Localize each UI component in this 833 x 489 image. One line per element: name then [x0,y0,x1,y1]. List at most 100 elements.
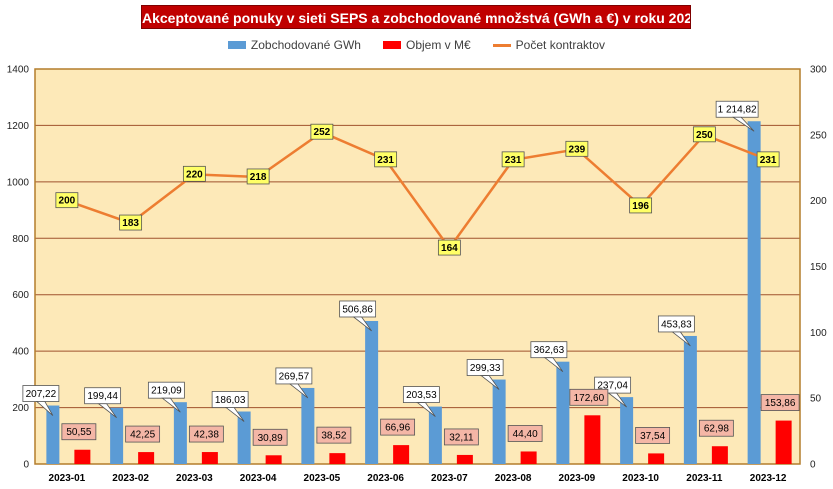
x-tick-label: 2023-10 [622,473,659,484]
y-right-tick-label: 250 [810,130,827,141]
bar-gwh [428,406,442,464]
data-label-objem: 172,60 [569,388,609,406]
data-label-kontrakty: 231 [756,151,780,168]
data-label-objem: 42,38 [188,425,224,443]
data-label-kontrakty: 250 [692,126,716,143]
data-label-objem-text: 37,54 [640,431,665,442]
data-label-gwh: 207,22 [22,385,60,416]
data-label-gwh: 1 214,82 [715,100,759,132]
data-label-kontrakty-box [182,165,206,182]
data-label-objem-box [188,425,224,443]
data-label-objem-box [569,388,609,406]
data-label-kontrakty: 196 [629,197,653,214]
data-label-kontrakty-box [756,151,780,168]
bar-gwh [301,387,315,464]
x-tick-label: 2023-11 [686,473,723,484]
data-label-objem-text: 38,52 [321,431,346,442]
data-label-objem-text: 153,86 [765,398,796,409]
data-label-kontrakty-box [692,126,716,143]
data-label-gwh: 362,63 [530,341,568,373]
data-label-objem-box [507,425,543,442]
data-label-objem-box [316,426,352,444]
bar-gwh [620,397,634,464]
data-label-kontrakty-box [310,123,334,140]
y-right-tick-label: 0 [810,460,816,471]
x-tick-label: 2023-08 [495,473,532,484]
data-label-gwh-pointer [607,392,627,408]
data-label-objem: 153,86 [760,394,800,411]
data-label-gwh-pointer [288,383,309,399]
data-label-objem: 50,55 [61,423,97,441]
data-label-gwh-pointer [731,116,755,132]
data-label-gwh-text: 203,53 [406,390,437,401]
data-label-gwh-text: 207,22 [26,389,57,400]
data-label-kontrakty: 220 [182,165,206,182]
bar-gwh [46,405,60,464]
data-label-gwh: 219,09 [147,381,185,413]
x-tick-label: 2023-05 [304,473,341,484]
bar-objem [520,451,537,464]
data-label-objem-text: 30,89 [258,433,283,444]
bar-gwh [173,402,187,464]
x-tick-label: 2023-12 [750,473,787,484]
data-label-objem-box [125,425,161,443]
data-label-kontrakty: 200 [55,192,79,209]
data-label-kontrakty-box [565,140,589,157]
bar-gwh [237,411,251,464]
data-label-objem-text: 66,96 [385,423,410,434]
data-label-objem: 42,25 [125,425,161,443]
data-label-kontrakty-text: 183 [122,218,139,229]
y-left-tick-label: 600 [12,290,29,301]
data-label-objem-box [252,428,288,446]
data-label-objem: 66,96 [380,418,416,436]
data-label-objem: 32,11 [443,428,479,446]
data-label-objem: 37,54 [635,427,671,444]
data-label-objem-box [380,418,416,436]
data-label-gwh-pointer [352,316,372,332]
data-label-kontrakty-text: 231 [505,155,522,166]
legend-item-gwh: Zobchodované GWh [227,38,361,52]
data-label-gwh-text: 362,63 [534,345,565,356]
plot-border [34,68,801,465]
data-label-kontrakty-box [374,151,398,168]
y-right-tick-label: 150 [810,262,827,273]
line-kontrakty [66,130,769,251]
data-label-gwh-text: 219,09 [151,386,182,397]
data-label-objem: 30,89 [252,428,288,446]
y-left-tick-label: 400 [12,347,29,358]
data-label-kontrakty-text: 196 [632,201,649,212]
y-left-tick-label: 200 [12,403,29,414]
data-label-gwh-text: 453,83 [661,319,692,330]
bar-objem [201,452,218,464]
data-label-objem: 38,52 [316,426,352,444]
data-label-kontrakty: 252 [310,123,334,140]
data-label-gwh-pointer [479,375,500,390]
data-label-gwh-pointer [97,403,117,419]
bar-objem [329,453,346,464]
y-right-tick-label: 200 [810,196,827,207]
legend-label-gwh: Zobchodované GWh [250,38,361,52]
data-label-kontrakty: 164 [437,239,461,256]
legend-label-kontrakty: Počet kontraktov [515,38,606,52]
bar-gwh [365,320,379,464]
data-label-gwh-text: 199,44 [87,391,118,402]
legend-item-objem: Objem v M€ [382,38,471,52]
data-label-objem-box [760,394,800,411]
y-left-tick-label: 800 [12,234,29,245]
data-label-objem-text: 44,40 [513,429,538,440]
bar-objem [74,449,91,464]
data-label-objem: 62,98 [698,419,734,437]
data-label-gwh-pointer [35,401,54,416]
data-label-gwh-pointer [543,357,564,373]
y-left-tick-label: 1000 [7,177,30,188]
data-label-kontrakty-text: 239 [569,144,586,155]
data-label-kontrakty: 231 [374,151,398,168]
y-left-tick-label: 1400 [7,65,30,76]
data-label-kontrakty-text: 164 [441,243,458,254]
data-label-kontrakty-box [437,239,461,256]
data-label-kontrakty-box [246,168,270,185]
data-label-kontrakty-box [629,197,653,214]
legend: Zobchodované GWh Objem v M€ Počet kontra… [0,37,833,53]
data-label-objem-text: 172,60 [574,393,605,404]
